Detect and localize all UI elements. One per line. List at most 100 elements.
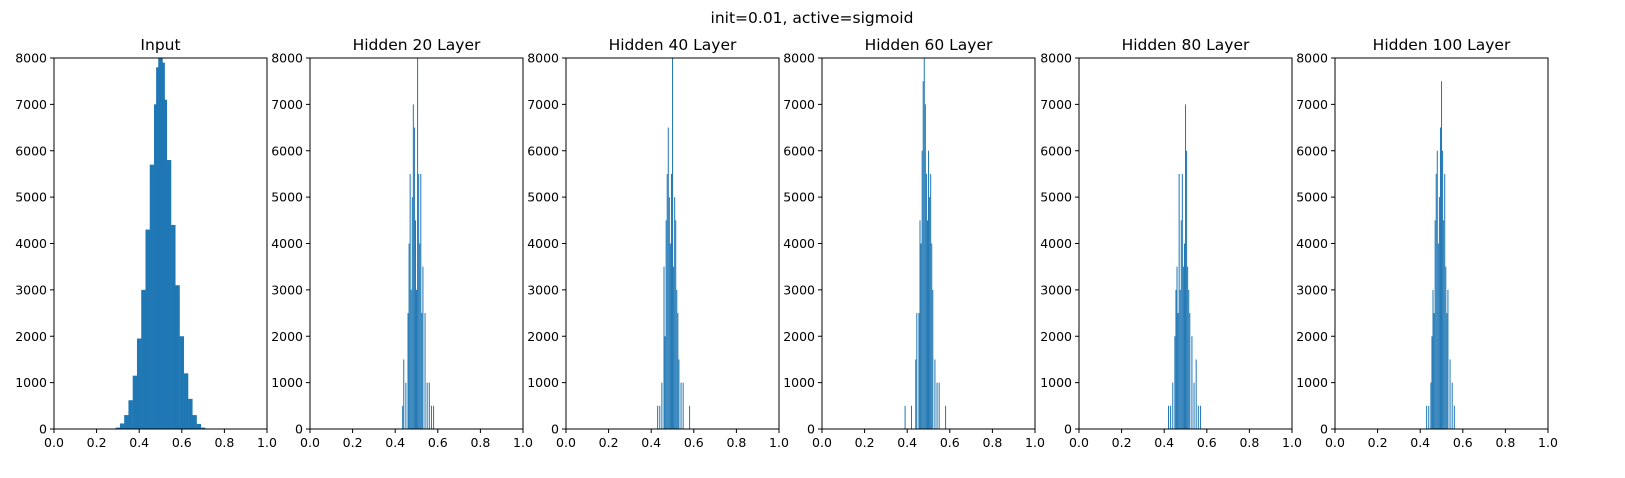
histogram-bar [920,243,922,429]
histogram-bar [664,336,666,429]
y-tick-label: 5000 [1040,190,1072,205]
histogram-bar [922,81,924,429]
histogram-bar [403,359,405,429]
y-tick-label: 3000 [527,282,559,297]
histogram-bar [424,313,426,429]
y-tick-label: 1000 [15,375,47,390]
x-tick-label: 0.0 [44,435,64,450]
y-tick-label: 6000 [527,143,559,158]
histogram-bar [417,58,419,429]
x-tick-label: 1.0 [1025,435,1045,450]
y-tick-label: 4000 [1040,236,1072,251]
histogram-bar [411,197,413,429]
histogram-bar [1179,289,1181,429]
x-tick-label: 1.0 [257,435,277,450]
y-tick-label: 2000 [15,329,47,344]
histogram-bar [1430,382,1432,429]
histogram-bar [938,382,940,429]
histogram-bar [677,313,679,429]
histogram-bar [1441,81,1443,429]
histogram-bar [1433,313,1435,429]
x-tick-label: 1.0 [1538,435,1558,450]
histogram-bar [1446,313,1448,429]
subplot-panel: Hidden 80 Layer 0.0 0.2 0.4 0.6 0.8 1.0 0 1000 20… [1040,36,1302,450]
histogram-bar [936,382,938,429]
histogram-bar [675,220,677,429]
y-tick-label: 7000 [783,97,815,112]
y-tick-label: 7000 [1040,97,1072,112]
histogram-bar [904,405,906,429]
histogram-bar [1172,382,1174,429]
histogram-bar [1442,150,1444,429]
y-tick-label: 2000 [527,329,559,344]
histogram-bars [402,58,435,429]
y-tick-label: 8000 [15,51,47,66]
x-tick-label: 0.4 [897,435,917,450]
histogram-bar [405,382,407,429]
histogram-bar [416,289,418,429]
y-tick-label: 4000 [527,236,559,251]
x-tick-label: 0.2 [1112,435,1132,450]
histogram-bar [1453,405,1455,429]
y-tick-label: 6000 [271,143,303,158]
histogram-bar [928,150,930,429]
histogram-bar [673,266,675,429]
histogram-bar [1432,289,1434,429]
histogram-bars [904,58,947,429]
x-tick-label: 0.4 [385,435,405,450]
y-tick-label: 8000 [1040,51,1072,66]
y-tick-label: 2000 [783,329,815,344]
histogram-bar [1431,336,1433,429]
x-tick-label: 0.2 [343,435,363,450]
histogram-bar [1451,382,1453,429]
histogram-bar [412,104,414,429]
histogram-bar [1438,197,1440,429]
histogram-bar [682,382,684,429]
histogram-bar [929,197,931,429]
x-tick-label: 0.0 [1069,435,1089,450]
histogram-bar [1426,405,1428,429]
x-tick-label: 0.6 [1453,435,1473,450]
histogram-bar [663,266,665,429]
histogram-bar [915,359,917,429]
y-tick-label: 0 [1064,422,1072,437]
histogram-bar [930,173,932,429]
histogram-bar [1180,220,1182,429]
histogram-bar [1183,243,1185,429]
histogram-bar [1443,220,1445,429]
histogram-bar [674,197,676,429]
histogram-bar [128,400,133,429]
y-tick-label: 0 [551,422,559,437]
histogram-bar [659,405,661,429]
histogram-bar [433,405,435,429]
subplot-title: Hidden 80 Layer [1122,36,1250,54]
x-tick-label: 0.0 [1325,435,1345,450]
histogram-bar [916,313,918,429]
histogram-bar [1435,173,1437,429]
histogram-bar [410,289,412,429]
histogram-bar [661,382,663,429]
histogram-bar [407,313,409,429]
y-tick-label: 4000 [15,236,47,251]
histogram-bar [1437,243,1439,429]
x-tick-label: 0.0 [556,435,576,450]
subplot-title: Hidden 20 Layer [353,36,481,54]
histogram-bar [188,398,193,429]
histogram-bar [919,220,921,429]
histogram-bar [1445,266,1447,429]
y-tick-label: 6000 [15,143,47,158]
histogram-bar [689,405,691,429]
histogram-bar [669,243,671,429]
histogram-bar [1167,405,1169,429]
y-tick-label: 4000 [1296,236,1328,251]
histogram-bar [428,382,430,429]
x-tick-label: 0.2 [87,435,107,450]
histogram-bar [409,173,411,429]
x-tick-label: 0.6 [940,435,960,450]
histogram-bar [171,224,176,429]
histogram-bar [162,99,167,429]
y-tick-label: 5000 [15,190,47,205]
x-tick-label: 0.4 [1410,435,1430,450]
y-tick-label: 7000 [1296,97,1328,112]
y-tick-label: 2000 [1040,329,1072,344]
